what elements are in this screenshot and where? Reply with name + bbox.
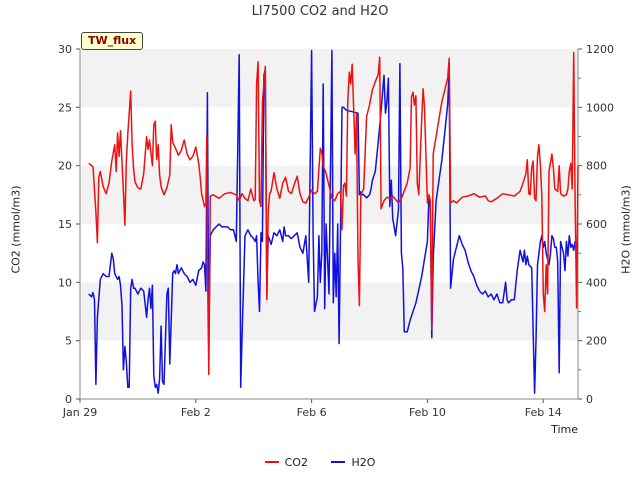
grid-band [80,165,578,224]
site-tag: TW_flux [81,32,144,50]
y-tick-label-right: 1000 [586,101,614,114]
legend-swatch-co2 [264,461,279,463]
y-tick-label-left: 25 [58,101,72,114]
x-axis-label: Time [551,423,578,436]
x-tick-label: Feb 14 [525,406,562,419]
y-tick-label-left: 5 [65,335,72,348]
legend-item-h2o: H2O [331,456,375,469]
y-tick-label-left: 10 [58,276,72,289]
series-line-h2o [88,49,579,394]
legend-item-co2: CO2 [264,455,308,469]
legend-swatch-h2o [331,461,346,463]
x-tick-label: Feb 10 [409,406,446,419]
y-tick-label-right: 800 [586,160,607,173]
series-line-co2 [88,51,579,376]
y-tick-label-left: 20 [58,160,72,173]
grid-band [80,49,578,108]
y-tick-label-right: 600 [586,218,607,231]
y-tick-label-left: 15 [58,218,72,231]
y-tick-label-right: 0 [586,393,593,406]
y-tick-label-right: 1200 [586,43,614,56]
y-tick-label-right: 200 [586,335,607,348]
grid-band [80,107,578,166]
chart-title: LI7500 CO2 and H2O [251,4,389,19]
y-tick-label-left: 30 [58,43,72,56]
legend-label-co2: CO2 [284,455,308,469]
legend: CO2 H2O [0,453,640,469]
x-tick-label: Jan 29 [62,406,97,419]
y-tick-label-left: 0 [65,393,72,406]
y-tick-label-right: 400 [586,276,607,289]
x-tick-label: Feb 6 [297,406,327,419]
x-tick-label: Feb 2 [181,406,211,419]
grid-band [80,340,578,399]
legend-label-h2o: H2O [351,455,376,469]
